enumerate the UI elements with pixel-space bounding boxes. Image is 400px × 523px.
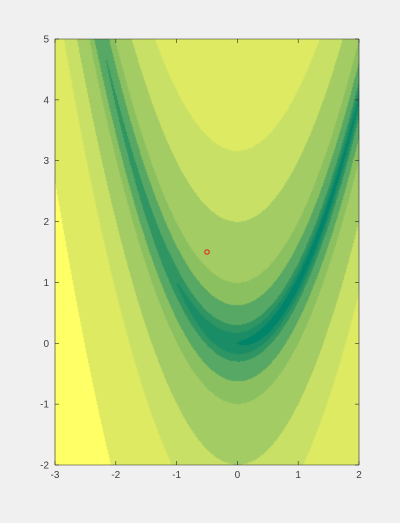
x-tick-label: -1 <box>172 470 181 481</box>
y-tick-label: 3 <box>43 156 49 167</box>
y-tick-label: -1 <box>40 400 49 411</box>
y-tick-label: 0 <box>43 339 49 350</box>
y-tick-label: 4 <box>43 95 49 106</box>
contour-fill <box>55 39 359 465</box>
x-tick-label: 1 <box>295 470 301 481</box>
y-tick-label: -2 <box>40 461 49 472</box>
x-tick-label: -2 <box>111 470 120 481</box>
x-tick-label: 2 <box>356 470 362 481</box>
axes <box>54 38 360 466</box>
marker-group <box>204 249 210 255</box>
y-tick-label: 1 <box>43 278 49 289</box>
y-tick-label: 5 <box>43 35 49 46</box>
x-tick-label: 0 <box>235 470 241 481</box>
y-tick-label: 2 <box>43 217 49 228</box>
start-point-marker <box>204 249 210 255</box>
x-tick-label: -3 <box>51 470 60 481</box>
